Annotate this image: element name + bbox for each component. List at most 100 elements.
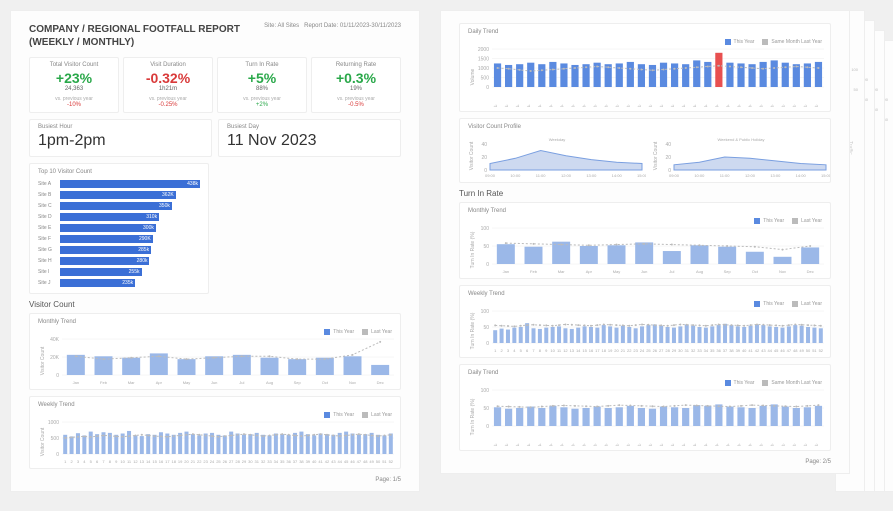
svg-text:52: 52 — [819, 348, 824, 353]
hbar-row: Site H280k — [38, 256, 200, 266]
bar — [127, 431, 131, 454]
bar — [576, 328, 580, 343]
hbar-label: Site F — [38, 236, 60, 242]
bar — [519, 327, 523, 343]
busiest-row: Busiest Hour 1pm-2pm Busiest Day 11 Nov … — [29, 119, 401, 157]
svg-text:35: 35 — [710, 348, 715, 353]
bar — [525, 247, 543, 264]
bar — [704, 406, 711, 426]
svg-text:26: 26 — [223, 459, 228, 464]
svg-text:27.Nov: 27.Nov — [773, 103, 786, 107]
svg-text:May: May — [183, 380, 191, 385]
bar — [755, 324, 759, 343]
kpi-row: Total Visitor Count+23%24,363vs. previou… — [29, 57, 401, 113]
chart-svg: 10005000Visitor Count1234567891011121314… — [38, 420, 398, 464]
svg-text:Dec: Dec — [807, 269, 814, 274]
bar — [671, 63, 678, 87]
svg-text:25: 25 — [646, 348, 651, 353]
bar — [525, 323, 529, 343]
svg-text:Turn In Rate (%): Turn In Rate (%) — [470, 398, 476, 435]
bar — [638, 64, 645, 87]
bar — [771, 404, 778, 426]
bar — [742, 327, 746, 343]
svg-text:28.Nov: 28.Nov — [785, 442, 798, 446]
hbar-label: Site C — [38, 203, 60, 209]
report-meta: Site: All Sites Report Date: 01/11/2023-… — [264, 23, 401, 29]
bar — [726, 407, 733, 426]
profile-title: Visitor Count Profile — [468, 124, 822, 130]
svg-text:Jan: Jan — [503, 269, 509, 274]
bar — [691, 245, 709, 264]
svg-text:03.Nov: 03.Nov — [508, 442, 521, 446]
bar — [516, 64, 523, 87]
hbar-fill: 235k — [60, 279, 135, 287]
bar — [274, 434, 278, 454]
svg-text:1: 1 — [494, 348, 497, 353]
svg-text:1000: 1000 — [478, 66, 489, 72]
bar — [89, 432, 93, 454]
svg-text:Mar: Mar — [128, 380, 136, 385]
bar — [197, 435, 201, 454]
svg-text:24.Nov: 24.Nov — [740, 103, 753, 107]
turnin-weekly-chart: Weekly Trend This Year Last Year 100500T… — [459, 285, 831, 358]
svg-text:6: 6 — [526, 348, 529, 353]
hbar-label: Site G — [38, 247, 60, 253]
svg-text:40K: 40K — [50, 337, 60, 343]
bar — [549, 406, 556, 426]
svg-text:46: 46 — [350, 459, 355, 464]
svg-text:27: 27 — [659, 348, 664, 353]
top10-chart: Top 10 Visitor Count Site A438kSite B362… — [29, 163, 209, 294]
svg-text:23: 23 — [633, 348, 638, 353]
svg-text:49: 49 — [799, 348, 804, 353]
bar — [715, 404, 722, 426]
bar — [287, 435, 291, 454]
bar — [233, 355, 251, 375]
svg-text:Feb: Feb — [100, 380, 108, 385]
bar — [560, 407, 567, 426]
bar — [389, 434, 393, 454]
svg-text:02.Nov: 02.Nov — [497, 103, 510, 107]
chart-svg: 100500Turn In Rate (%)01.Nov02.Nov03.Nov… — [468, 388, 828, 446]
bar — [627, 327, 631, 343]
svg-text:07.Nov: 07.Nov — [552, 103, 565, 107]
report-title-2: (WEEKLY / MONTHLY) — [29, 36, 240, 49]
svg-text:34: 34 — [274, 459, 279, 464]
svg-text:29: 29 — [672, 348, 677, 353]
svg-text:100: 100 — [481, 226, 490, 232]
svg-text:25.Nov: 25.Nov — [751, 442, 764, 446]
svg-text:11: 11 — [127, 459, 132, 464]
svg-text:100: 100 — [481, 309, 490, 315]
bar — [718, 247, 736, 264]
svg-text:15:00: 15:00 — [637, 173, 646, 178]
hbar-value: 362K — [162, 191, 174, 199]
svg-text:100: 100 — [481, 388, 490, 394]
svg-text:50: 50 — [483, 244, 489, 250]
bar — [627, 406, 634, 426]
svg-text:30.Nov: 30.Nov — [807, 442, 820, 446]
trend-line — [498, 66, 819, 71]
svg-text:10:00: 10:00 — [510, 173, 521, 178]
svg-text:13: 13 — [570, 348, 575, 353]
bar — [605, 408, 612, 426]
svg-text:13:00: 13:00 — [770, 173, 781, 178]
bar — [793, 64, 800, 87]
svg-text:12:00: 12:00 — [561, 173, 572, 178]
svg-text:13.Nov: 13.Nov — [619, 442, 632, 446]
svg-text:Apr: Apr — [586, 269, 593, 274]
svg-text:5: 5 — [90, 459, 93, 464]
kpi-card: Turn In Rate+5%88%vs. previous year+2% — [217, 57, 307, 113]
svg-text:Jul: Jul — [669, 269, 674, 274]
svg-text:19.Nov: 19.Nov — [685, 442, 698, 446]
bar — [736, 326, 740, 343]
hbar-label: Site E — [38, 225, 60, 231]
bar — [660, 407, 667, 426]
svg-text:28: 28 — [235, 459, 240, 464]
svg-text:16.Nov: 16.Nov — [652, 442, 665, 446]
bar — [761, 325, 765, 343]
svg-text:7: 7 — [532, 348, 535, 353]
bar — [344, 356, 362, 375]
svg-text:Apr: Apr — [156, 380, 163, 385]
svg-text:4: 4 — [513, 348, 516, 353]
turnin-daily-chart: Daily Trend This Year Same Month Last Ye… — [459, 364, 831, 451]
svg-text:29.Nov: 29.Nov — [796, 442, 809, 446]
